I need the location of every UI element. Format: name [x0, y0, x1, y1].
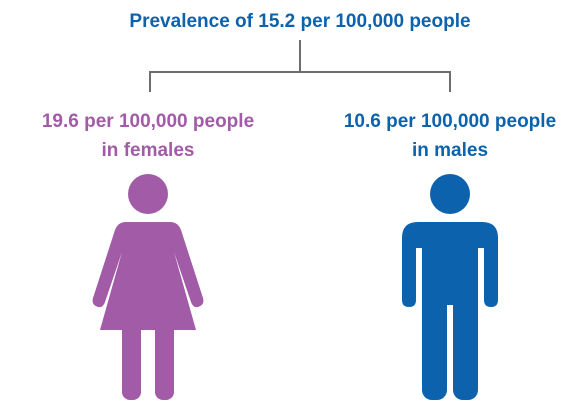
male-label: 10.6 per 100,000 people	[344, 111, 556, 132]
male-label: in males	[412, 140, 488, 161]
male-icon	[402, 174, 498, 400]
female-label: in females	[102, 140, 195, 161]
female-label: 19.6 per 100,000 people	[42, 111, 254, 132]
title: Prevalence of 15.2 per 100,000 people	[129, 11, 470, 32]
female-icon	[92, 174, 204, 400]
bracket	[149, 40, 451, 92]
